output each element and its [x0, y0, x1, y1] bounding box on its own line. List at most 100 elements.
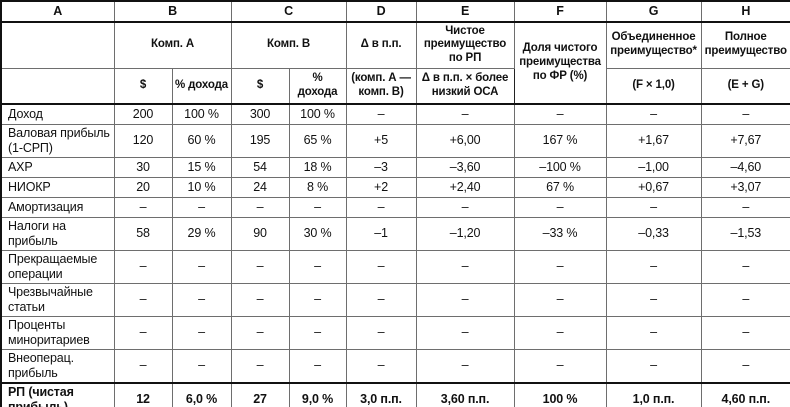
row-cell: 120 [113, 123, 173, 158]
row-cell: –3,60 [415, 156, 515, 178]
row-cell: – [700, 348, 790, 383]
row-cell: – [415, 282, 515, 317]
row-cell: +3,07 [700, 176, 790, 198]
row-cell: 200 [113, 103, 173, 125]
row-cell: 3,0 п.п. [345, 381, 417, 407]
row-cell: – [605, 249, 702, 284]
row-label: Чрезвычайные статьи [0, 282, 115, 317]
subheader-empty-a [0, 67, 115, 105]
total-row: РП (чистая прибыль) 12 6,0 % 27 9,0 % 3,… [0, 381, 790, 407]
row-cell: –1,20 [415, 216, 515, 251]
row-cell: – [230, 348, 290, 383]
column-letter-e: E [415, 0, 515, 23]
row-cell: – [288, 348, 347, 383]
row-cell: 3,60 п.п. [415, 381, 515, 407]
subheader-e-formula: Δ в п.п. × более низкий ОСА [415, 67, 515, 105]
row-cell: +2,40 [415, 176, 515, 198]
row-cell: – [230, 315, 290, 350]
row-cell: – [288, 315, 347, 350]
row-cell: 1,0 п.п. [605, 381, 702, 407]
row-cell: +1,67 [605, 123, 702, 158]
column-letter-b: B [113, 0, 232, 23]
row-cell: – [171, 196, 232, 218]
row-cell: – [171, 249, 232, 284]
table-row: Налоги на прибыль 58 29 % 90 30 % –1 –1,… [0, 216, 790, 251]
row-cell: – [513, 103, 607, 125]
header-delta-pp: Δ в п.п. [345, 21, 417, 69]
row-label: Налоги на прибыль [0, 216, 115, 251]
row-cell: – [513, 348, 607, 383]
row-cell: 54 [230, 156, 290, 178]
column-letter-g: G [605, 0, 702, 23]
row-cell: – [230, 282, 290, 317]
table-row: Доход 200 100 % 300 100 % – – – – – [0, 103, 790, 125]
row-cell: 195 [230, 123, 290, 158]
row-cell: – [700, 249, 790, 284]
row-label: Амортизация [0, 196, 115, 218]
row-cell: – [113, 282, 173, 317]
table-body: Доход 200 100 % 300 100 % – – – – – Вало… [0, 103, 790, 383]
row-cell: 15 % [171, 156, 232, 178]
row-cell: 100 % [171, 103, 232, 125]
row-cell: 4,60 п.п. [700, 381, 790, 407]
column-letter-h: H [700, 0, 790, 23]
row-cell: – [513, 249, 607, 284]
table-row: АХР 30 15 % 54 18 % –3 –3,60 –100 % –1,0… [0, 156, 790, 178]
row-cell: – [415, 348, 515, 383]
row-cell: –33 % [513, 216, 607, 251]
row-cell: – [415, 249, 515, 284]
row-cell: 167 % [513, 123, 607, 158]
row-cell: – [113, 249, 173, 284]
row-cell: – [605, 103, 702, 125]
row-cell: – [700, 315, 790, 350]
row-cell: – [345, 249, 417, 284]
row-cell: – [113, 348, 173, 383]
row-cell: – [345, 196, 417, 218]
row-cell: 6,0 % [171, 381, 232, 407]
row-cell: 9,0 % [288, 381, 347, 407]
row-cell: 12 [113, 381, 173, 407]
row-cell: 60 % [171, 123, 232, 158]
column-letter-f: F [513, 0, 607, 23]
table-row: Чрезвычайные статьи – – – – – – – – – [0, 282, 790, 317]
row-cell: – [700, 196, 790, 218]
row-cell: 90 [230, 216, 290, 251]
subheader-h-formula: (E + G) [700, 67, 790, 105]
row-cell: – [513, 315, 607, 350]
row-cell: – [605, 282, 702, 317]
row-cell: 20 [113, 176, 173, 198]
row-cell: 29 % [171, 216, 232, 251]
row-label: Внеоперац. прибыль [0, 348, 115, 383]
header-full-advantage: Полное преимущество [700, 21, 790, 69]
row-cell: 300 [230, 103, 290, 125]
header-combined-advantage: Объединенное преимущество* [605, 21, 702, 69]
row-cell: – [113, 196, 173, 218]
row-cell: – [605, 348, 702, 383]
row-cell: – [345, 348, 417, 383]
row-cell: –1,53 [700, 216, 790, 251]
table-row: Валовая прибыль (1-СРП) 120 60 % 195 65 … [0, 123, 790, 158]
row-cell: – [605, 196, 702, 218]
header-comp-b: Комп. В [230, 21, 347, 69]
column-letter-d: D [345, 0, 417, 23]
row-label: НИОКР [0, 176, 115, 198]
row-cell: 8 % [288, 176, 347, 198]
row-cell: –0,33 [605, 216, 702, 251]
table-row: Прекращаемые операции – – – – – – – – – [0, 249, 790, 284]
row-cell: 24 [230, 176, 290, 198]
column-letter-c: C [230, 0, 347, 23]
row-label: АХР [0, 156, 115, 178]
table-row: Внеоперац. прибыль – – – – – – – – – [0, 348, 790, 383]
row-cell: +5 [345, 123, 417, 158]
subheader-d-formula: (комп. А — комп. В) [345, 67, 417, 105]
row-cell: – [513, 282, 607, 317]
row-cell: 30 % [288, 216, 347, 251]
row-cell: – [415, 315, 515, 350]
row-cell: +7,67 [700, 123, 790, 158]
row-cell: – [113, 315, 173, 350]
table-row: Проценты миноритариев – – – – – – – – – [0, 315, 790, 350]
header-net-advantage-rp: Чистое преимущество по РП [415, 21, 515, 69]
row-cell: 58 [113, 216, 173, 251]
row-cell: +0,67 [605, 176, 702, 198]
